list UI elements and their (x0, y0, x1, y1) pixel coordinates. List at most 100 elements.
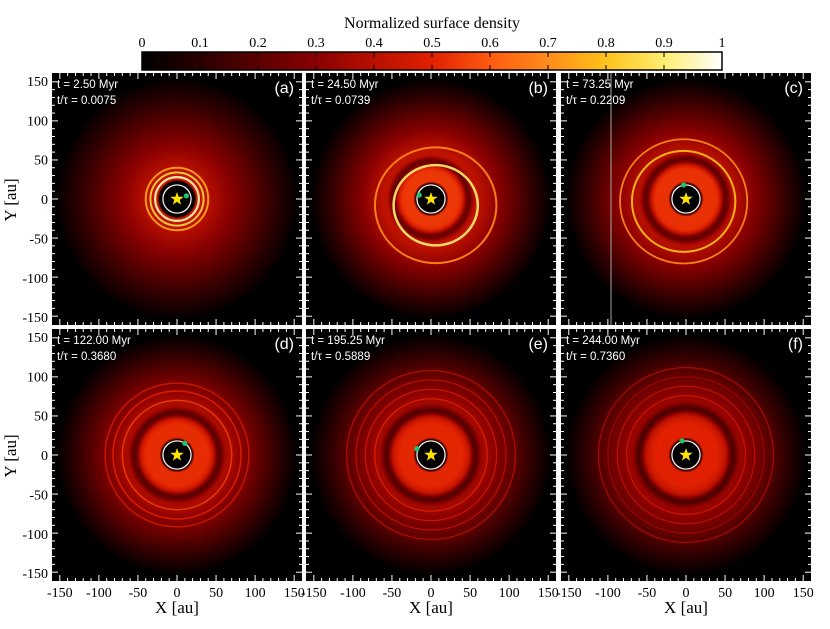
x-axis-label-3: X [au] (664, 598, 708, 617)
ring (104, 382, 250, 528)
y-axis-label-1: Y [au] (1, 178, 20, 221)
ring (144, 166, 210, 232)
ripple (607, 376, 765, 534)
star-icon (170, 192, 184, 205)
ripple (603, 372, 769, 538)
planet-dot (183, 193, 189, 199)
panel-edge-ticks (561, 329, 811, 581)
y-tick-label: 0 (41, 193, 48, 208)
y-tick-label: -50 (29, 488, 48, 503)
x-tick-label: 100 (754, 586, 775, 601)
colorbar-tick-label: 0 (139, 36, 146, 51)
colorbar-tick-label: 1 (719, 36, 726, 51)
ripple (98, 376, 256, 534)
y-tick-label: -150 (22, 311, 48, 326)
y-tick-label: 0 (41, 449, 48, 464)
y-tick-label: -100 (22, 528, 48, 543)
panel-time: t = 24.50 Myr (311, 79, 379, 91)
panel-d: t = 122.00 Myr t/τ = 0.3680 (d) (52, 329, 302, 581)
planet-dot (414, 446, 420, 452)
ring (154, 176, 200, 222)
ripple (325, 349, 537, 561)
ring (597, 366, 775, 544)
panel-edge-ticks (561, 73, 811, 325)
ring (364, 388, 498, 522)
panels: t = 2.50 Myr t/τ = 0.0075 (a) t = 24.50 Myr… (52, 73, 811, 581)
orbit-circle (162, 184, 192, 214)
planet-dot (182, 440, 188, 446)
ripple (94, 372, 260, 538)
y-tick-label: -100 (22, 272, 48, 287)
panel-ratio: t/τ = 0.7360 (566, 351, 625, 363)
x-tick-label: 150 (538, 586, 559, 601)
ripple (102, 380, 252, 530)
colorbar: Normalized surface density 0 0.1 0.2 0.3 0.4… (139, 15, 726, 71)
x-tick-label: -50 (129, 586, 148, 601)
panel-letter: (a) (274, 80, 294, 97)
star-icon (679, 192, 693, 205)
x-tick-label: 50 (209, 586, 223, 601)
x-tick-label: 50 (463, 586, 477, 601)
orbit-circle (416, 184, 446, 214)
colorbar-tick-label: 0.7 (539, 36, 557, 51)
y-tick-label: -50 (29, 232, 48, 247)
planet-dot (679, 438, 685, 444)
y-axis-label-2: Y [au] (1, 434, 20, 477)
star-icon (424, 192, 438, 205)
x-tick-label: -50 (383, 586, 402, 601)
ring (112, 390, 242, 520)
panel-time: t = 244.00 Myr (566, 335, 640, 347)
panel-letter: (c) (784, 80, 803, 97)
ripple (595, 364, 777, 546)
colorbar-label: Normalized surface density (344, 15, 520, 32)
star-icon (424, 448, 438, 461)
panel-ratio: t/τ = 0.2209 (566, 95, 625, 107)
panel-b: t = 24.50 Myr t/τ = 0.0739 (b) (306, 73, 556, 325)
ring (626, 395, 746, 515)
orbit-circle (416, 440, 446, 470)
ring (345, 369, 517, 541)
ripple (71, 349, 283, 561)
ring (392, 163, 480, 247)
x-tick-label: 50 (718, 586, 732, 601)
ring (149, 171, 205, 227)
y-tick-label: 100 (27, 114, 48, 129)
x-tick-label: -100 (595, 586, 621, 601)
ripple (599, 368, 773, 542)
panel-edge-ticks (52, 73, 302, 325)
ripple (352, 376, 510, 534)
panel-time: t = 195.25 Myr (311, 335, 385, 347)
panel-edge-ticks (306, 73, 556, 325)
ripple (584, 353, 788, 557)
x-tick-label: -100 (86, 586, 112, 601)
y-tick-label: 50 (34, 410, 48, 425)
star-icon (679, 448, 693, 461)
x-tick-label: 100 (245, 586, 266, 601)
panel-ratio: t/τ = 0.0739 (311, 95, 370, 107)
ripple (340, 364, 522, 546)
orbit-circle (671, 440, 701, 470)
panel-letter: (b) (528, 80, 548, 97)
ripple (329, 353, 533, 557)
colorbar-tick-label: 0.8 (597, 36, 615, 51)
ring (355, 379, 507, 531)
panel-a: t = 2.50 Myr t/τ = 0.0075 (a) (52, 73, 302, 325)
colorbar-tick-label: 0.9 (655, 36, 673, 51)
planet-dot (416, 192, 422, 198)
panel-letter: (e) (528, 336, 548, 353)
x-tick-label: -100 (340, 586, 366, 601)
y-tick-label: 150 (27, 331, 48, 346)
x-tick-label: 150 (793, 586, 814, 601)
panel-f: t = 244.00 Myr t/τ = 0.7360 (f) (561, 329, 811, 581)
colorbar-tick-labels: 0 0.1 0.2 0.3 0.4 0.5 0.6 0.7 0.8 0.9 1 (139, 36, 726, 51)
x-tick-label: -150 (301, 586, 327, 601)
y-tick-label: 100 (27, 370, 48, 385)
ripple (356, 380, 506, 530)
colorbar-tick-label: 0.4 (365, 36, 383, 51)
ring (630, 149, 737, 253)
panel-ratio: t/τ = 0.0075 (57, 95, 116, 107)
ripple (611, 380, 761, 530)
x-axis-label-2: X [au] (409, 598, 453, 617)
ring (619, 138, 749, 265)
